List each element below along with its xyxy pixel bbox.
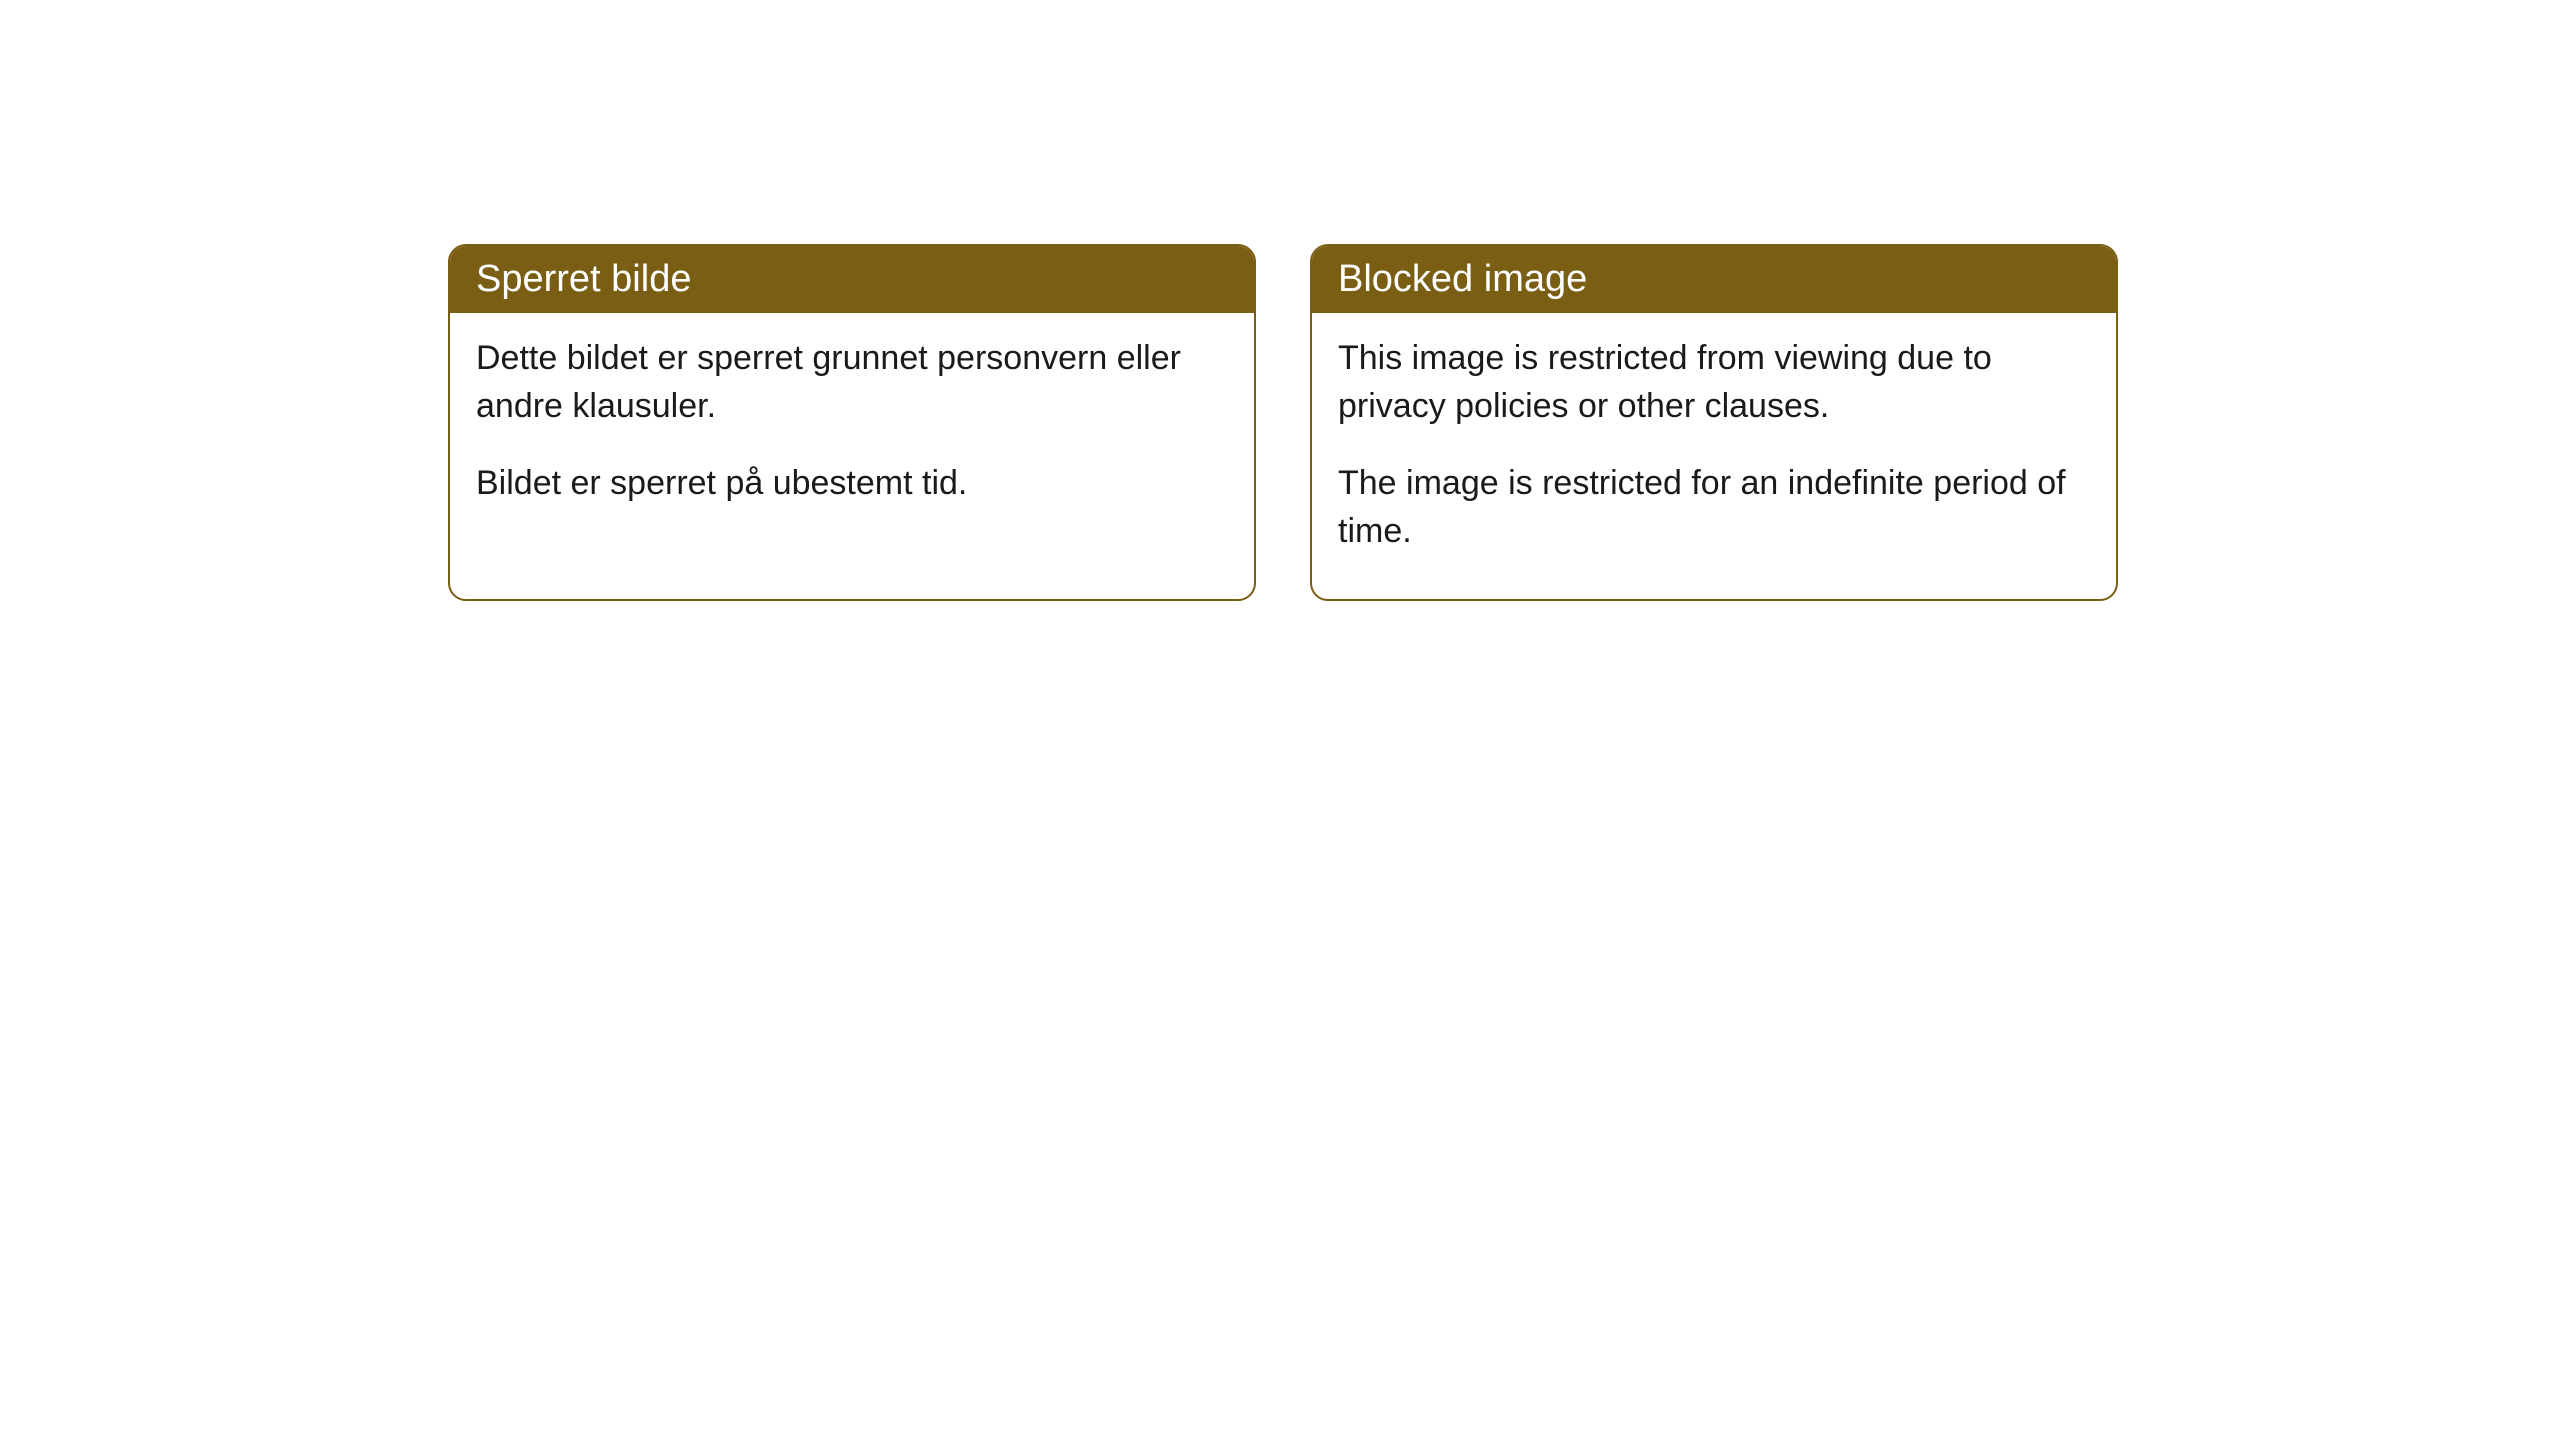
notice-card-english: Blocked image This image is restricted f…	[1310, 244, 2118, 601]
notice-card-norwegian: Sperret bilde Dette bildet er sperret gr…	[448, 244, 1256, 601]
card-paragraph: The image is restricted for an indefinit…	[1338, 460, 2090, 555]
card-paragraph: This image is restricted from viewing du…	[1338, 335, 2090, 430]
card-body: Dette bildet er sperret grunnet personve…	[450, 313, 1254, 552]
card-paragraph: Dette bildet er sperret grunnet personve…	[476, 335, 1228, 430]
card-paragraph: Bildet er sperret på ubestemt tid.	[476, 460, 1228, 508]
card-title: Sperret bilde	[476, 258, 691, 300]
card-title: Blocked image	[1338, 258, 1587, 300]
notice-container: Sperret bilde Dette bildet er sperret gr…	[0, 0, 2560, 601]
card-header: Blocked image	[1312, 246, 2116, 313]
card-body: This image is restricted from viewing du…	[1312, 313, 2116, 599]
card-header: Sperret bilde	[450, 246, 1254, 313]
